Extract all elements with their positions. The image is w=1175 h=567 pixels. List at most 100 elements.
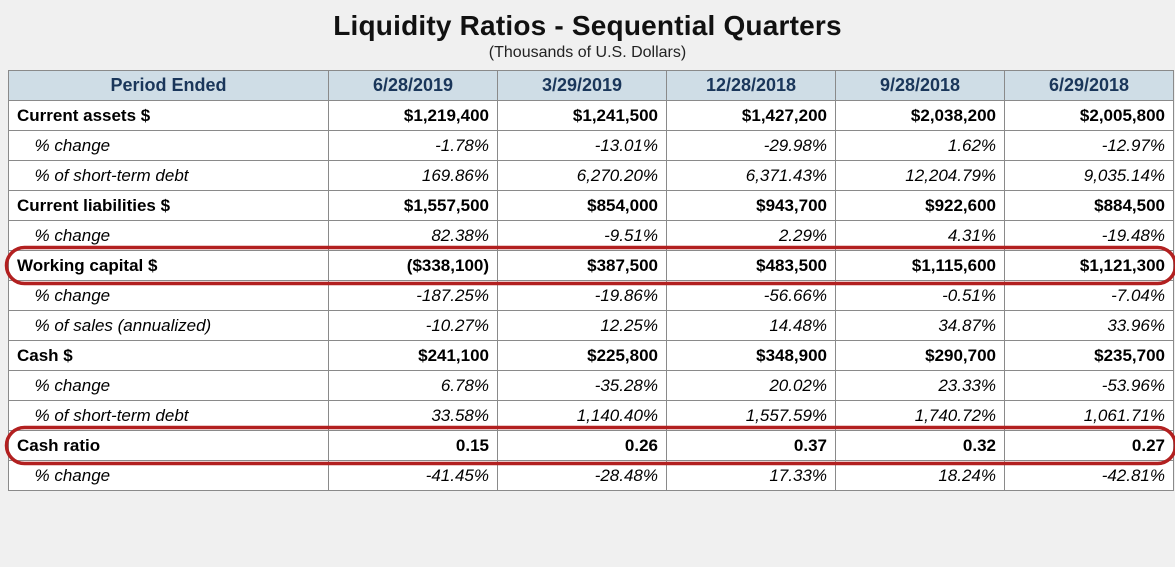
col-period: 6/28/2019	[329, 71, 498, 101]
cell-value: 0.37	[667, 431, 836, 461]
cell-value: -19.48%	[1005, 221, 1174, 251]
cell-value: -0.51%	[836, 281, 1005, 311]
cell-value: 34.87%	[836, 311, 1005, 341]
cell-value: -42.81%	[1005, 461, 1174, 491]
row-label: % change	[27, 281, 329, 311]
cell-value: -9.51%	[498, 221, 667, 251]
indent-cell	[9, 131, 27, 161]
cell-value: $1,121,300	[1005, 251, 1174, 281]
indent-cell	[9, 401, 27, 431]
row-label: % of short-term debt	[27, 161, 329, 191]
cell-value: $2,005,800	[1005, 101, 1174, 131]
table-row: % change-1.78%-13.01%-29.98%1.62%-12.97%	[9, 131, 1174, 161]
indent-cell	[9, 221, 27, 251]
page-title: Liquidity Ratios - Sequential Quarters	[8, 10, 1167, 42]
table-row: % change6.78%-35.28%20.02%23.33%-53.96%	[9, 371, 1174, 401]
cell-value: 169.86%	[329, 161, 498, 191]
cell-value: 23.33%	[836, 371, 1005, 401]
cell-value: 6,371.43%	[667, 161, 836, 191]
table-row: Cash ratio0.150.260.370.320.27	[9, 431, 1174, 461]
cell-value: 33.96%	[1005, 311, 1174, 341]
cell-value: $884,500	[1005, 191, 1174, 221]
cell-value: $225,800	[498, 341, 667, 371]
row-label: Cash ratio	[9, 431, 329, 461]
cell-value: -28.48%	[498, 461, 667, 491]
cell-value: $943,700	[667, 191, 836, 221]
cell-value: -41.45%	[329, 461, 498, 491]
cell-value: 1,557.59%	[667, 401, 836, 431]
col-period: 12/28/2018	[667, 71, 836, 101]
cell-value: $348,900	[667, 341, 836, 371]
table-row: Cash $$241,100$225,800$348,900$290,700$2…	[9, 341, 1174, 371]
cell-value: 6.78%	[329, 371, 498, 401]
row-label: % change	[27, 371, 329, 401]
cell-value: 82.38%	[329, 221, 498, 251]
cell-value: 4.31%	[836, 221, 1005, 251]
row-label: % change	[27, 131, 329, 161]
cell-value: $1,557,500	[329, 191, 498, 221]
cell-value: -187.25%	[329, 281, 498, 311]
cell-value: 20.02%	[667, 371, 836, 401]
row-label: Current liabilities $	[9, 191, 329, 221]
cell-value: $922,600	[836, 191, 1005, 221]
cell-value: $854,000	[498, 191, 667, 221]
cell-value: -13.01%	[498, 131, 667, 161]
table-header-row: Period Ended 6/28/2019 3/29/2019 12/28/2…	[9, 71, 1174, 101]
cell-value: -29.98%	[667, 131, 836, 161]
cell-value: 14.48%	[667, 311, 836, 341]
table-row: Current assets $$1,219,400$1,241,500$1,4…	[9, 101, 1174, 131]
cell-value: -7.04%	[1005, 281, 1174, 311]
report-container: Liquidity Ratios - Sequential Quarters (…	[0, 0, 1175, 491]
cell-value: ($338,100)	[329, 251, 498, 281]
indent-cell	[9, 311, 27, 341]
indent-cell	[9, 461, 27, 491]
table-row: % of short-term debt33.58%1,140.40%1,557…	[9, 401, 1174, 431]
cell-value: 33.58%	[329, 401, 498, 431]
cell-value: 0.27	[1005, 431, 1174, 461]
cell-value: -10.27%	[329, 311, 498, 341]
page-subtitle: (Thousands of U.S. Dollars)	[8, 44, 1167, 62]
cell-value: 0.15	[329, 431, 498, 461]
cell-value: -12.97%	[1005, 131, 1174, 161]
cell-value: 12,204.79%	[836, 161, 1005, 191]
table-row: % of sales (annualized)-10.27%12.25%14.4…	[9, 311, 1174, 341]
cell-value: 1,140.40%	[498, 401, 667, 431]
table-row: % change-187.25%-19.86%-56.66%-0.51%-7.0…	[9, 281, 1174, 311]
cell-value: -1.78%	[329, 131, 498, 161]
cell-value: -35.28%	[498, 371, 667, 401]
cell-value: -19.86%	[498, 281, 667, 311]
cell-value: $1,427,200	[667, 101, 836, 131]
table-row: % change-41.45%-28.48%17.33%18.24%-42.81…	[9, 461, 1174, 491]
cell-value: $290,700	[836, 341, 1005, 371]
cell-value: 6,270.20%	[498, 161, 667, 191]
cell-value: 0.32	[836, 431, 1005, 461]
cell-value: 17.33%	[667, 461, 836, 491]
indent-cell	[9, 161, 27, 191]
row-label: % of short-term debt	[27, 401, 329, 431]
cell-value: $1,115,600	[836, 251, 1005, 281]
row-label: Current assets $	[9, 101, 329, 131]
cell-value: $1,219,400	[329, 101, 498, 131]
row-label: Working capital $	[9, 251, 329, 281]
cell-value: 1,061.71%	[1005, 401, 1174, 431]
cell-value: -53.96%	[1005, 371, 1174, 401]
row-label: % of sales (annualized)	[27, 311, 329, 341]
col-period: 3/29/2019	[498, 71, 667, 101]
table-row: % of short-term debt169.86%6,270.20%6,37…	[9, 161, 1174, 191]
indent-cell	[9, 371, 27, 401]
cell-value: $387,500	[498, 251, 667, 281]
cell-value: 12.25%	[498, 311, 667, 341]
table-row: Current liabilities $$1,557,500$854,000$…	[9, 191, 1174, 221]
cell-value: $235,700	[1005, 341, 1174, 371]
row-label: Cash $	[9, 341, 329, 371]
cell-value: $241,100	[329, 341, 498, 371]
cell-value: 0.26	[498, 431, 667, 461]
col-period: 6/29/2018	[1005, 71, 1174, 101]
cell-value: $2,038,200	[836, 101, 1005, 131]
indent-cell	[9, 281, 27, 311]
col-period: 9/28/2018	[836, 71, 1005, 101]
row-label: % change	[27, 461, 329, 491]
cell-value: 1,740.72%	[836, 401, 1005, 431]
cell-value: $483,500	[667, 251, 836, 281]
cell-value: 2.29%	[667, 221, 836, 251]
